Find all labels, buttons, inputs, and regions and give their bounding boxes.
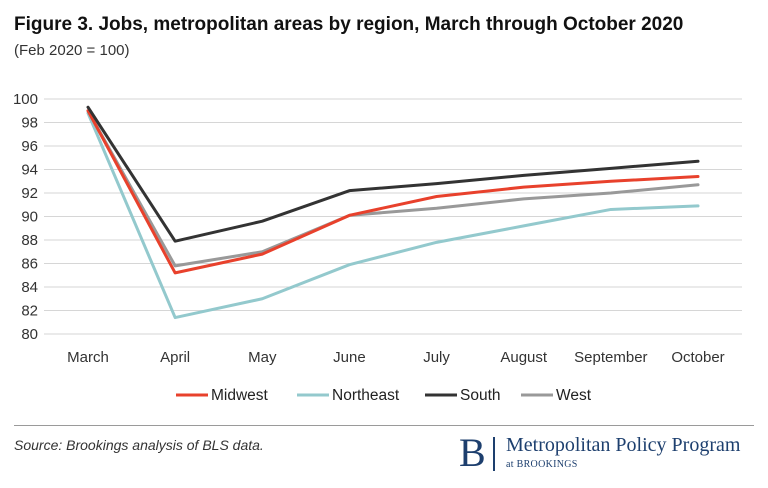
x-tick-label: June [333,349,366,366]
logo-program-name: Metropolitan Policy Program [506,434,741,456]
series-line-west [86,109,700,268]
x-tick-label: April [160,349,190,366]
y-tick-label: 100 [13,91,38,108]
chart-title: Figure 3. Jobs, metropolitan areas by re… [14,14,684,35]
y-tick-label: 80 [21,326,38,343]
series-line-south [86,105,700,243]
legend-label-west: West [556,387,592,404]
y-axis-ticks: 80 82 84 86 88 90 92 94 96 98 100 [13,91,38,343]
legend-label-midwest: Midwest [211,387,269,404]
legend: Midwest Northeast South West [176,387,592,404]
x-tick-label: July [423,349,450,366]
y-tick-label: 98 [21,115,38,132]
series-lines [86,105,700,320]
y-tick-label: 90 [21,209,38,226]
x-tick-label: May [248,349,277,366]
series-line-northeast [86,111,700,320]
y-tick-label: 94 [21,162,38,179]
x-tick-label: October [671,349,724,366]
source-note: Source: Brookings analysis of BLS data. [14,437,264,453]
x-tick-label: March [67,349,109,366]
y-tick-label: 96 [21,138,38,155]
x-tick-label: August [500,349,548,366]
y-tick-label: 84 [21,279,38,296]
brookings-b-logo-icon: B [459,430,486,475]
series-line-midwest [86,109,700,275]
legend-label-south: South [460,387,501,404]
logo-org-name: at BROOKINGS [506,459,578,470]
x-axis-ticks: March April May June July August September Octo… [67,349,725,366]
legend-label-northeast: Northeast [332,387,400,404]
brookings-logo: B Metropolitan Policy Program at BROOKIN… [459,431,759,475]
y-tick-label: 86 [21,256,38,273]
x-tick-label: September [574,349,647,366]
chart-subtitle: (Feb 2020 = 100) [14,42,130,59]
line-chart: 80 82 84 86 88 90 92 94 96 98 100 March April May Jun… [13,91,742,404]
logo-divider [493,437,495,471]
y-tick-label: 82 [21,303,38,320]
y-tick-label: 92 [21,185,38,202]
footer-divider [14,425,754,426]
y-tick-label: 88 [21,232,38,249]
